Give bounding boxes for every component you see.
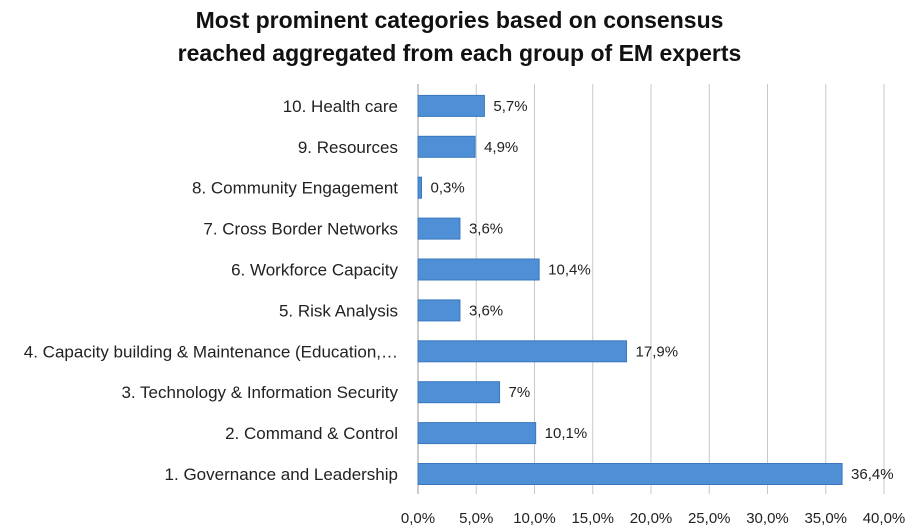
bar bbox=[417, 340, 628, 363]
category-label: 6. Workforce Capacity bbox=[231, 261, 398, 280]
bar bbox=[417, 94, 485, 117]
data-label: 36,4% bbox=[851, 466, 894, 483]
bar bbox=[417, 176, 422, 199]
bar bbox=[417, 299, 461, 322]
x-tick-label: 20,0% bbox=[630, 510, 673, 527]
category-label: 4. Capacity building & Maintenance (Educ… bbox=[24, 342, 398, 361]
category-label: 7. Cross Border Networks bbox=[203, 220, 398, 239]
x-tick-label: 35,0% bbox=[804, 510, 847, 527]
x-tick-label: 30,0% bbox=[746, 510, 789, 527]
x-tick-label: 0,0% bbox=[401, 510, 435, 527]
x-tick-label: 5,0% bbox=[459, 510, 493, 527]
x-tick-label: 40,0% bbox=[863, 510, 906, 527]
category-label: 1. Governance and Leadership bbox=[165, 465, 398, 484]
bar bbox=[417, 135, 476, 158]
category-label: 8. Community Engagement bbox=[192, 179, 398, 198]
bar bbox=[417, 422, 537, 445]
data-label: 5,7% bbox=[493, 98, 527, 115]
category-label: 2. Command & Control bbox=[225, 424, 398, 443]
category-label: 9. Resources bbox=[298, 138, 398, 157]
data-label: 3,6% bbox=[469, 221, 503, 238]
bar bbox=[417, 381, 501, 404]
bar bbox=[417, 463, 843, 485]
category-label: 3. Technology & Information Security bbox=[121, 383, 398, 402]
chart-title: Most prominent categories based on conse… bbox=[0, 4, 919, 70]
data-label: 10,4% bbox=[548, 262, 591, 279]
bar bbox=[417, 217, 461, 240]
bar bbox=[417, 258, 540, 281]
data-label: 17,9% bbox=[636, 343, 679, 360]
category-label: 10. Health care bbox=[283, 97, 398, 116]
data-label: 4,9% bbox=[484, 139, 518, 156]
data-label: 10,1% bbox=[545, 425, 588, 442]
chart-title-line-2: reached aggregated from each group of EM… bbox=[177, 40, 742, 66]
data-label: 7% bbox=[509, 384, 531, 401]
data-label: 0,3% bbox=[430, 180, 464, 197]
x-tick-label: 25,0% bbox=[688, 510, 731, 527]
data-label: 3,6% bbox=[469, 302, 503, 319]
x-tick-label: 15,0% bbox=[571, 510, 614, 527]
chart-title-line-1: Most prominent categories based on conse… bbox=[195, 7, 724, 33]
category-label: 5. Risk Analysis bbox=[279, 301, 398, 320]
x-tick-label: 10,0% bbox=[513, 510, 556, 527]
